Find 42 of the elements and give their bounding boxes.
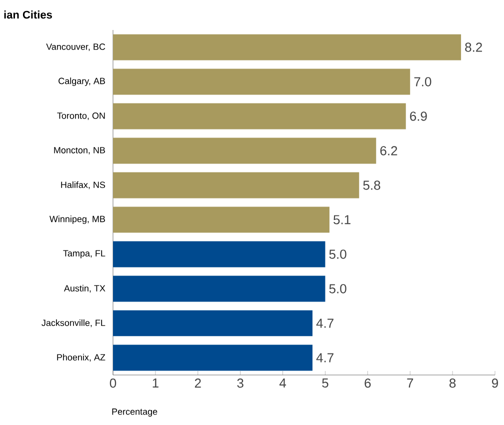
x-tick-label: 2 — [194, 378, 201, 388]
y-tick-label: Jacksonville, FL — [42, 319, 106, 328]
y-tick-label: Halifax, NS — [61, 181, 106, 190]
data-label: 7.0 — [414, 77, 432, 86]
y-tick-label: Calgary, AB — [58, 78, 105, 86]
bar — [113, 310, 312, 336]
y-tick-label: Winnipeg, MB — [49, 216, 105, 224]
bar — [113, 276, 326, 302]
y-tick-label: Phoenix, AZ — [57, 354, 106, 362]
data-label: 5.8 — [363, 180, 380, 190]
bar — [113, 206, 330, 233]
data-label: 8.2 — [465, 42, 482, 52]
x-tick-label: 0 — [110, 378, 116, 388]
x-tick-label: 4 — [279, 378, 286, 388]
data-label: 6.2 — [380, 146, 398, 156]
data-label: 5.1 — [334, 215, 350, 224]
x-tick-label: 8 — [449, 378, 456, 388]
y-tick-label: Austin, TX — [64, 284, 106, 293]
y-tick-label: Tampa, FL — [63, 250, 106, 258]
x-tick-label: 7 — [407, 378, 414, 388]
data-label: 5.0 — [329, 250, 346, 259]
bar — [113, 241, 326, 268]
bar — [113, 68, 410, 95]
x-tick-label: 9 — [492, 378, 498, 388]
bar — [113, 103, 406, 130]
bar — [113, 138, 376, 164]
x-tick-label: 3 — [237, 378, 244, 388]
bar — [113, 172, 360, 198]
y-tick-label: Vancouver, BC — [46, 44, 106, 51]
data-label: 6.9 — [410, 112, 427, 121]
x-tick-label: 6 — [364, 378, 371, 388]
bar — [113, 344, 312, 371]
bar — [113, 34, 462, 60]
data-label: 4.7 — [316, 318, 334, 328]
data-label: 4.7 — [316, 353, 334, 362]
chart-title: ian Cities — [4, 10, 52, 19]
y-tick-label: Toronto, ON — [57, 112, 105, 120]
data-label: 5.0 — [329, 284, 346, 294]
y-tick-label: Moncton, NB — [54, 147, 105, 154]
x-axis-title: Percentage — [112, 408, 158, 417]
x-tick-label: 5 — [322, 378, 328, 388]
x-tick-label: 1 — [152, 378, 158, 388]
